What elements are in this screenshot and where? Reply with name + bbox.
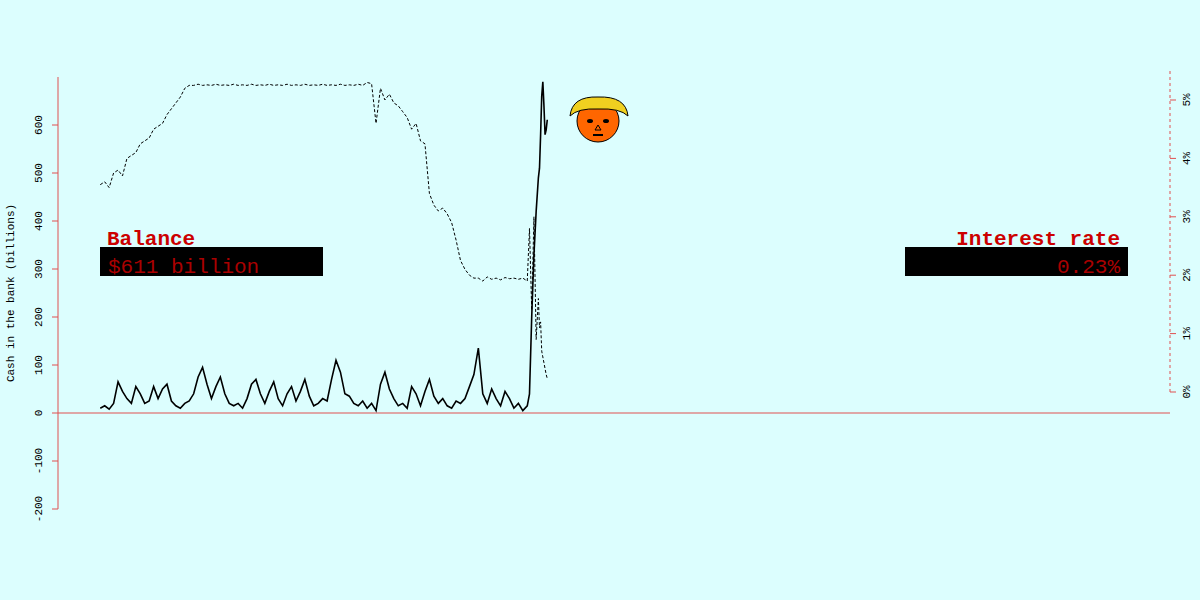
balance-line	[100, 82, 547, 411]
series-group	[100, 82, 547, 411]
y2-tick	[1170, 392, 1176, 393]
y2-tick-label: 5%	[1181, 93, 1193, 107]
hat	[570, 97, 628, 116]
y2-tick-label: 1%	[1181, 327, 1193, 341]
eye	[603, 119, 609, 123]
eye	[587, 119, 593, 123]
y2-tick	[1170, 333, 1176, 334]
y-tick	[52, 317, 58, 318]
y2-tick	[1170, 216, 1176, 217]
y2-tick	[1170, 100, 1176, 101]
interest-rate-line	[100, 82, 547, 378]
y-tick-label: 100	[33, 355, 45, 375]
y-tick	[52, 269, 58, 270]
chart-svg: -200 -100 0 100 200 300 400 500 600 Cash in the b…	[0, 0, 1200, 600]
y2-axis-line	[1170, 71, 1171, 392]
y2-tick-label: 3%	[1181, 210, 1193, 224]
series-group	[100, 82, 547, 378]
y-tick-label: 600	[33, 115, 45, 135]
background	[0, 0, 1200, 600]
y-tick	[52, 413, 58, 414]
y-tick	[52, 125, 58, 126]
y-axis-title: Cash in the bank (billions)	[5, 204, 17, 382]
x-axis-line	[58, 413, 1170, 414]
mouth	[593, 134, 603, 136]
face-icon	[570, 97, 628, 142]
y2-tick	[1170, 158, 1176, 159]
y-tick-label: -200	[33, 496, 45, 522]
y2-tick-label: 2%	[1181, 268, 1193, 282]
y-tick-label: 200	[33, 307, 45, 327]
annotation-value: 0.23%	[1057, 256, 1120, 279]
y-tick	[52, 173, 58, 174]
y2-tick-label: 0%	[1181, 385, 1193, 399]
y-tick-label: -100	[33, 448, 45, 474]
y-tick-label: 300	[33, 259, 45, 279]
y-tick	[52, 365, 58, 366]
y-tick	[52, 509, 58, 510]
y-tick-label: 0	[33, 410, 45, 417]
chart-container: -200 -100 0 100 200 300 400 500 600 Cash in the b…	[0, 0, 1200, 600]
y-tick	[52, 221, 58, 222]
y2-tick	[1170, 275, 1176, 276]
y-tick	[52, 461, 58, 462]
y2-tick-label: 4%	[1181, 151, 1193, 165]
nose	[595, 125, 601, 130]
y-tick-label: 500	[33, 163, 45, 183]
y-tick-label: 400	[33, 211, 45, 231]
y-axis-line	[58, 77, 59, 509]
annotation-value: $611 billion	[108, 256, 259, 279]
